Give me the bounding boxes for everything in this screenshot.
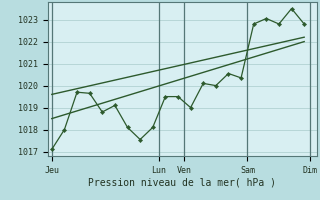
X-axis label: Pression niveau de la mer( hPa ): Pression niveau de la mer( hPa ) xyxy=(88,178,276,188)
